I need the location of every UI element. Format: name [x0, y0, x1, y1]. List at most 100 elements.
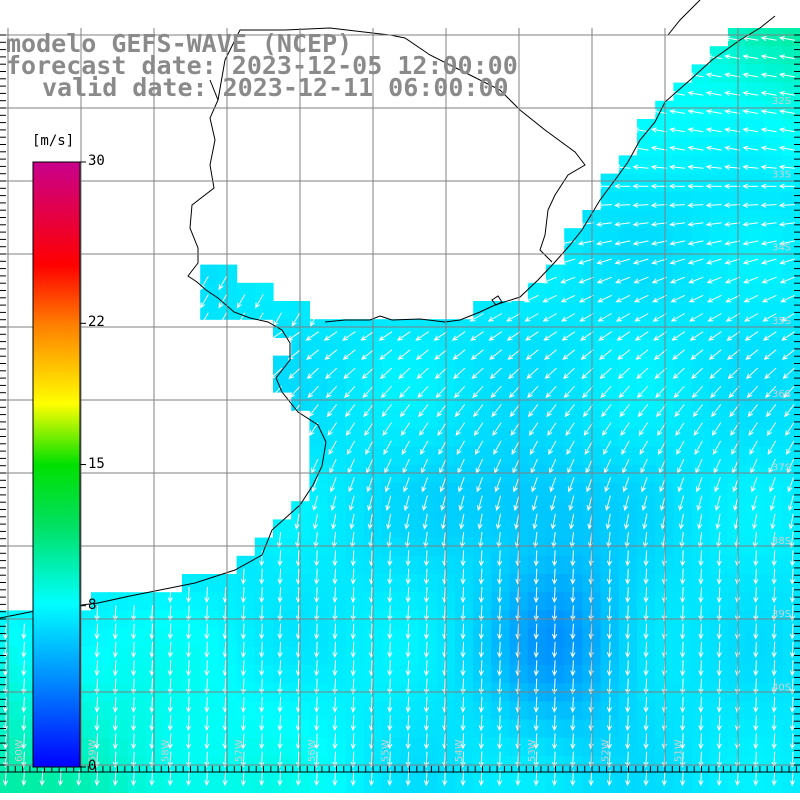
wind-arrow: [21, 641, 27, 659]
wind-speed-cell: [728, 392, 747, 411]
wind-speed-cell: [728, 119, 747, 138]
wind-speed-cell: [418, 337, 438, 357]
wind-speed-cell: [600, 173, 620, 193]
wind-arrow: [562, 349, 576, 360]
wind-arrow: [387, 586, 393, 604]
wind-arrow: [617, 349, 631, 360]
wind-speed-cell: [728, 282, 747, 302]
wind-speed-cell: [200, 610, 219, 630]
wind-arrow: [94, 751, 100, 768]
wind-arrow: [636, 367, 649, 380]
wind-speed-cell: [709, 337, 729, 357]
wind-arrow: [440, 513, 447, 530]
wind-speed-cell: [254, 592, 274, 611]
wind-arrow: [716, 532, 722, 549]
wind-speed-cell: [418, 483, 438, 502]
wind-arrow: [635, 349, 649, 360]
wind-arrow: [771, 550, 777, 567]
wind-speed-cell: [273, 719, 292, 739]
wind-speed-cell: [637, 337, 656, 357]
wind-speed-cell: [473, 537, 492, 557]
wind-speed-cell: [746, 246, 765, 266]
wind-speed-cell: [673, 246, 693, 266]
wind-speed-cell: [637, 373, 656, 393]
wind-speed-cell: [273, 537, 292, 557]
colorbar-unit: [m/s]: [32, 133, 75, 149]
wind-arrow: [656, 404, 667, 418]
wind-speed-cell: [182, 592, 201, 611]
wind-arrow: [641, 477, 648, 493]
wind-arrow: [405, 623, 411, 640]
wind-arrow: [478, 696, 484, 713]
wind-speed-cell: [618, 446, 638, 466]
wind-arrow: [204, 586, 210, 604]
wind-speed-cell: [564, 392, 583, 411]
wind-arrow: [270, 367, 283, 380]
wind-arrow: [533, 660, 539, 677]
wind-speed-cell: [728, 137, 747, 156]
wind-arrow: [259, 550, 265, 567]
wind-speed-cell: [455, 646, 474, 666]
wind-speed-cell: [691, 301, 711, 320]
wind-speed-cell: [527, 282, 547, 302]
wind-arrow: [569, 513, 575, 530]
wind-arrow: [311, 477, 319, 493]
wind-speed-cell: [309, 392, 329, 411]
wind-arrow: [460, 733, 466, 750]
wind-speed-cell: [455, 665, 474, 684]
wind-arrow: [204, 605, 210, 622]
wind-arrow: [789, 696, 796, 713]
wind-speed-cell: [418, 701, 438, 721]
wind-arrow: [711, 422, 722, 437]
wind-arrow: [364, 422, 374, 437]
wind-speed-cell: [109, 701, 128, 721]
wind-speed-cell: [473, 774, 492, 793]
wind-arrow: [606, 623, 613, 640]
wind-speed-cell: [673, 173, 693, 193]
wind-speed-cell: [218, 592, 238, 611]
wind-arrow: [742, 221, 759, 227]
wind-speed-cell: [236, 646, 256, 666]
wind-speed-cell: [728, 537, 747, 557]
wind-arrow: [349, 513, 355, 530]
wind-speed-cell: [345, 373, 365, 393]
wind-arrow: [652, 313, 667, 322]
wind-speed-cell: [418, 428, 438, 448]
wind-arrow: [639, 440, 648, 456]
wind-speed-cell: [764, 137, 784, 156]
wind-arrow: [765, 404, 777, 418]
wind-speed-cell: [309, 665, 329, 684]
wind-speed-cell: [455, 337, 474, 357]
wind-arrow: [400, 422, 411, 437]
wind-speed-cell: [764, 100, 784, 120]
wind-arrow: [332, 641, 338, 659]
wind-speed-cell: [200, 646, 219, 666]
wind-arrow: [363, 404, 374, 418]
wind-speed-cell: [746, 392, 765, 411]
wind-arrow: [632, 221, 649, 227]
wind-speed-cell: [273, 319, 292, 338]
wind-speed-cell: [746, 191, 765, 211]
wind-arrow: [327, 422, 337, 437]
wind-speed-cell: [382, 428, 401, 448]
wind-arrow: [112, 623, 118, 640]
wind-arrow: [716, 605, 722, 622]
wind-speed-cell: [273, 574, 292, 593]
wind-speed-cell: [600, 337, 620, 357]
wind-speed-cell: [200, 719, 219, 739]
wind-arrow: [551, 641, 558, 659]
wind-arrow: [405, 586, 411, 604]
wind-arrow: [344, 404, 356, 418]
wind-arrow: [643, 586, 649, 604]
wind-speed-cell: [673, 537, 693, 557]
wind-arrow: [570, 751, 576, 768]
wind-arrow: [240, 733, 247, 750]
wind-speed-cell: [782, 264, 800, 284]
wind-arrow: [2, 678, 9, 695]
wind-arrow: [669, 276, 686, 284]
wind-speed-cell: [455, 701, 474, 721]
wind-arrow: [541, 276, 558, 284]
longitude-labels: 60W 59W 58W 57W 56W 55W 54W 53W 52W 51W: [14, 739, 685, 762]
wind-speed-cell: [782, 319, 800, 338]
wind-speed-cell: [691, 282, 711, 302]
